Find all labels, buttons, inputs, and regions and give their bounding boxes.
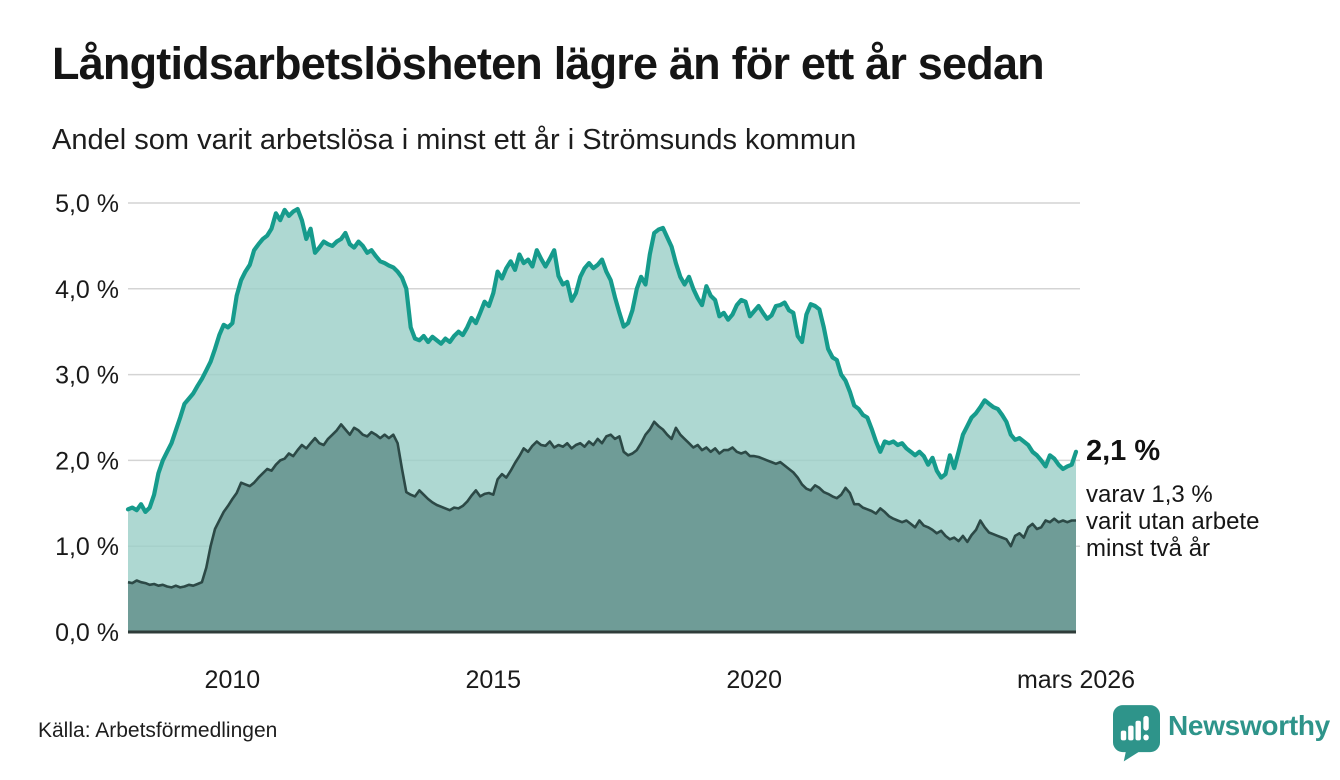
x-tick-label: 2015 — [465, 666, 521, 694]
series-area-min2yr — [128, 421, 1076, 632]
series-line-min1yr — [125, 206, 1079, 514]
latest-value-label: 2,1 % — [1086, 435, 1161, 467]
x-tick-label: 2020 — [726, 666, 782, 694]
series-line-min2yr — [127, 420, 1076, 589]
y-tick-label: 4,0 % — [55, 276, 119, 304]
detail-line: varav 1,3 % — [1086, 481, 1213, 508]
y-tick-label: 3,0 % — [55, 362, 119, 390]
y-tick-label: 0,0 % — [55, 619, 119, 647]
y-tick-label: 2,0 % — [55, 447, 119, 475]
x-tick-label: mars 2026 — [1017, 666, 1135, 694]
y-tick-label: 5,0 % — [55, 190, 119, 218]
detail-line: varit utan arbete — [1086, 508, 1260, 535]
latest-value-annotation: 2,1 % varav 1,3 % varit utan arbete mins… — [1086, 435, 1336, 562]
y-tick-label: 1,0 % — [55, 533, 119, 561]
x-tick-label: 2010 — [205, 666, 261, 694]
brand-name: Newsworthy — [1168, 710, 1330, 741]
newsworthy-icon — [1113, 705, 1160, 762]
latest-value-detail: varav 1,3 % varit utan arbete minst två … — [1086, 481, 1336, 562]
brand-logo: Newsworthy — [1113, 705, 1330, 762]
chart-title: Långtidsarbetslösheten lägre än för ett … — [52, 38, 1045, 89]
detail-line: minst två år — [1086, 535, 1211, 562]
source-note: Källa: Arbetsförmedlingen — [38, 719, 278, 742]
chart-subtitle: Andel som varit arbetslösa i minst ett å… — [52, 124, 857, 156]
